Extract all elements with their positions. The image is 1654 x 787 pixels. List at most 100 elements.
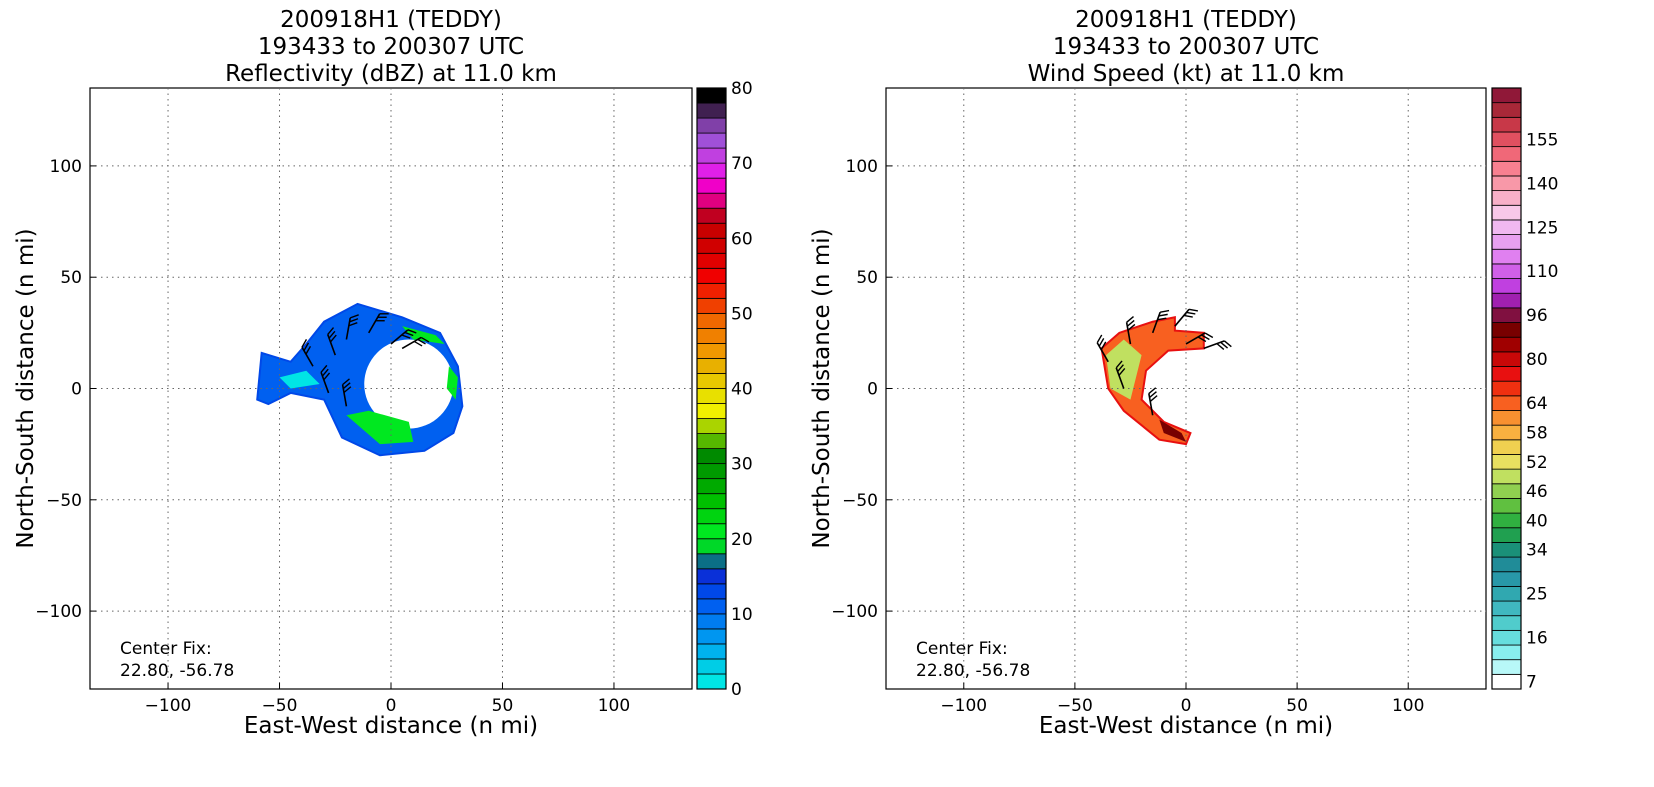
- colorbar-cell: [1491, 673, 1522, 690]
- colorbar-cell: [1491, 556, 1522, 573]
- y-tick-label: 0: [71, 380, 82, 400]
- plot-area: [885, 87, 1487, 690]
- colorbar-tick-label: 40: [1526, 511, 1548, 531]
- colorbar-cell: [1491, 278, 1522, 294]
- colorbar-cell: [1491, 542, 1522, 558]
- colorbar-cell: [696, 523, 727, 540]
- colorbar-cell: [1491, 190, 1522, 206]
- colorbar-cell: [1491, 571, 1522, 587]
- y-tick-label: 0: [867, 380, 878, 400]
- wind-barb: [1125, 315, 1136, 345]
- colorbar-cell: [1491, 585, 1522, 602]
- y-tick-label: 50: [60, 268, 82, 288]
- colorbar-tick-label: 58: [1526, 423, 1548, 443]
- colorbar-tick-label: 20: [731, 530, 753, 550]
- colorbar-cell: [1491, 424, 1522, 441]
- center-fix-annotation: 22.80, -56.78: [916, 661, 1030, 681]
- colorbar-cell: [1491, 292, 1522, 309]
- reflectivity-panel: 200918H1 (TEDDY)193433 to 200307 UTCRefl…: [13, 7, 753, 739]
- center-fix-annotation: 22.80, -56.78: [120, 661, 234, 681]
- colorbar-cell: [1491, 454, 1522, 470]
- wind-barb: [341, 378, 352, 407]
- chart-title-line: 193433 to 200307 UTC: [1053, 34, 1319, 60]
- colorbar-cell: [1491, 322, 1522, 338]
- wind-barb: [1096, 334, 1109, 363]
- x-tick-label: 0: [386, 696, 397, 716]
- colorbar-tick-label: 155: [1526, 130, 1558, 150]
- x-tick-label: 0: [1181, 696, 1192, 716]
- colorbar-tick-label: 34: [1526, 541, 1548, 561]
- colorbar-cell: [696, 177, 727, 194]
- colorbar-tick-label: 50: [731, 304, 753, 324]
- colorbar-cell: [696, 222, 727, 239]
- wind-barb: [1174, 308, 1199, 327]
- colorbar-cell: [1491, 615, 1522, 631]
- colorbar-cell: [696, 493, 727, 510]
- x-tick-label: −100: [940, 696, 987, 716]
- y-tick-label: 50: [856, 268, 878, 288]
- colorbar-cell: [696, 162, 727, 179]
- colorbar-cell: [1491, 116, 1522, 133]
- colorbar-cell: [696, 312, 727, 329]
- colorbar-cell: [696, 132, 727, 149]
- y-tick-label: −100: [831, 602, 878, 622]
- colorbar-cell: [696, 297, 727, 314]
- wind-barb: [326, 327, 337, 356]
- x-tick-label: −100: [145, 696, 192, 716]
- colorbar-frame: [696, 87, 727, 690]
- colorbar-cell: [696, 538, 727, 555]
- colorbar-cell: [1491, 263, 1522, 279]
- colorbar-cell: [1491, 351, 1522, 367]
- colorbar-cell: [1491, 204, 1522, 221]
- colorbar-cell: [696, 403, 727, 419]
- colorbar-cell: [696, 433, 727, 450]
- colorbar-cell: [1491, 146, 1522, 162]
- x-tick-label: −50: [1057, 696, 1093, 716]
- x-axis-label: East-West distance (n mi): [244, 713, 538, 739]
- echo-field: [256, 302, 464, 457]
- colorbar-cell: [696, 553, 727, 570]
- chart-title-line: Wind Speed (kt) at 11.0 km: [1028, 61, 1345, 87]
- colorbar-cell: [696, 87, 727, 104]
- chart-title-line: 193433 to 200307 UTC: [258, 34, 524, 60]
- colorbar-tick-label: 0: [731, 680, 742, 700]
- colorbar-tick-label: 52: [1526, 453, 1548, 473]
- chart-title-line: Reflectivity (dBZ) at 11.0 km: [225, 61, 557, 87]
- eye-region: [364, 339, 454, 429]
- wind-speed-field: [1159, 419, 1186, 442]
- center-fix-annotation: Center Fix:: [120, 639, 212, 659]
- colorbar-tick-label: 140: [1526, 174, 1558, 194]
- colorbar-cell: [696, 583, 727, 600]
- colorbar-cell: [1491, 512, 1522, 529]
- colorbar-cell: [696, 643, 727, 660]
- chart-title-line: 200918H1 (TEDDY): [280, 7, 502, 33]
- colorbar-cell: [1491, 380, 1522, 397]
- colorbar-tick-label: 80: [731, 79, 753, 99]
- colorbar-cell: [1491, 219, 1522, 235]
- colorbar-cell: [1491, 483, 1522, 499]
- colorbar-cell: [696, 327, 727, 344]
- y-tick-label: 100: [846, 157, 878, 177]
- colorbar-cell: [696, 388, 727, 404]
- colorbar-cell: [696, 418, 727, 434]
- colorbar-cell: [1491, 175, 1522, 192]
- y-axis-label: North-South distance (n mi): [809, 228, 835, 548]
- chart-title-line: 200918H1 (TEDDY): [1075, 7, 1297, 33]
- wind-barb: [1115, 360, 1126, 389]
- colorbar-tick-label: 80: [1526, 350, 1548, 370]
- colorbar-cell: [696, 282, 727, 299]
- colorbar-cell: [696, 207, 727, 224]
- wind-barb: [368, 313, 389, 334]
- wind-barb: [1148, 387, 1158, 416]
- colorbar-cell: [1491, 439, 1522, 455]
- wind-barb: [1185, 332, 1214, 345]
- colorbar-cell: [1491, 366, 1522, 382]
- colorbar-cell: [696, 373, 727, 389]
- colorbar-tick-label: 110: [1526, 262, 1558, 282]
- colorbar-cell: [696, 448, 727, 465]
- colorbar-cell: [696, 252, 727, 269]
- colorbar-cell: [696, 628, 727, 645]
- strong-echo: [402, 326, 445, 344]
- colorbar-cell: [696, 508, 727, 525]
